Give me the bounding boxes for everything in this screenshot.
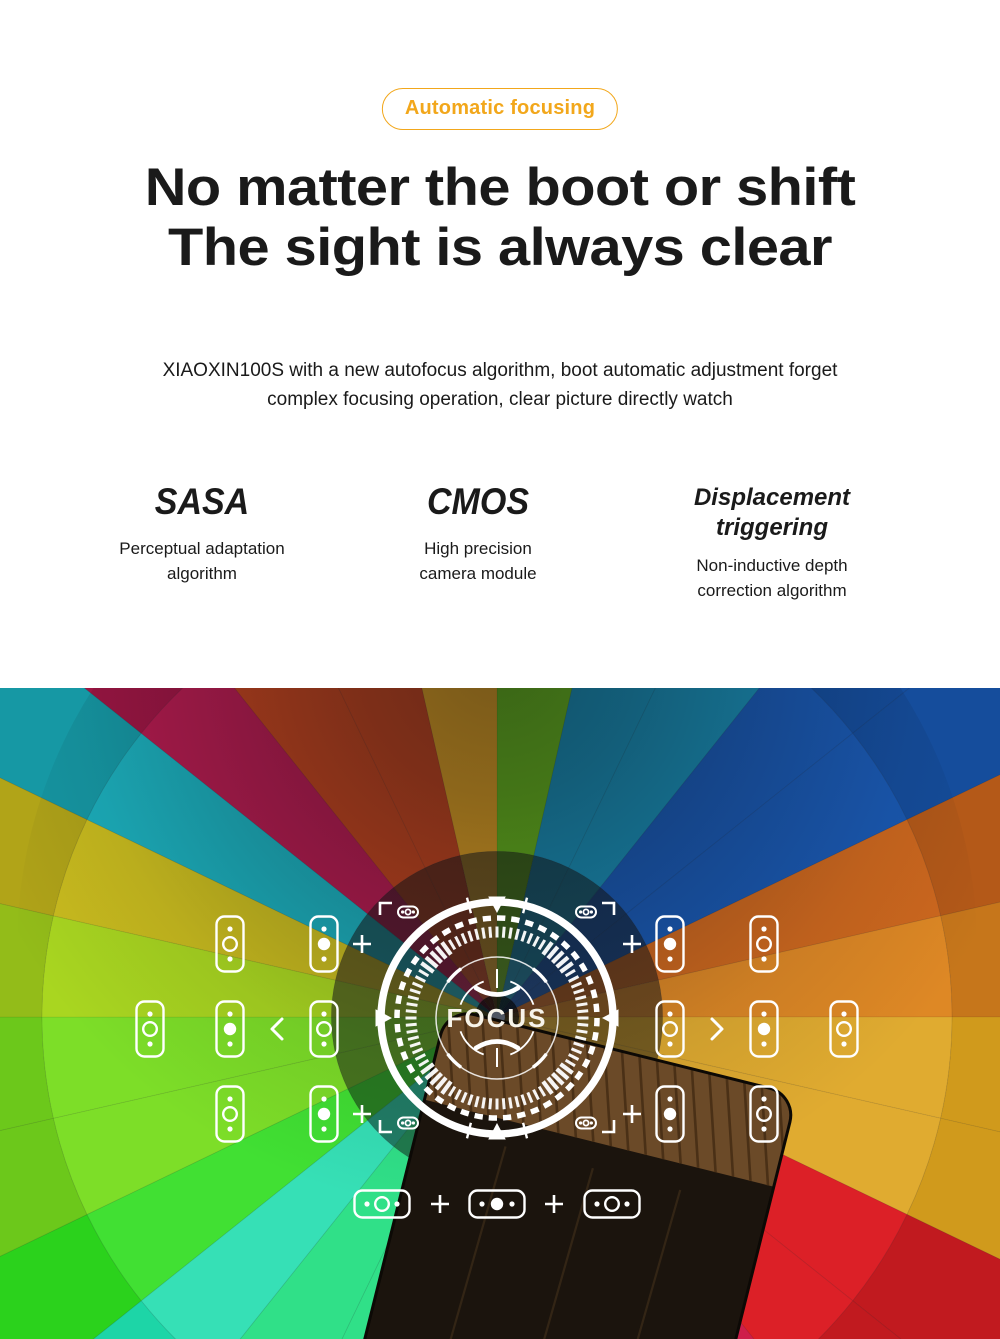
svg-text:FOCUS: FOCUS — [447, 1003, 548, 1033]
